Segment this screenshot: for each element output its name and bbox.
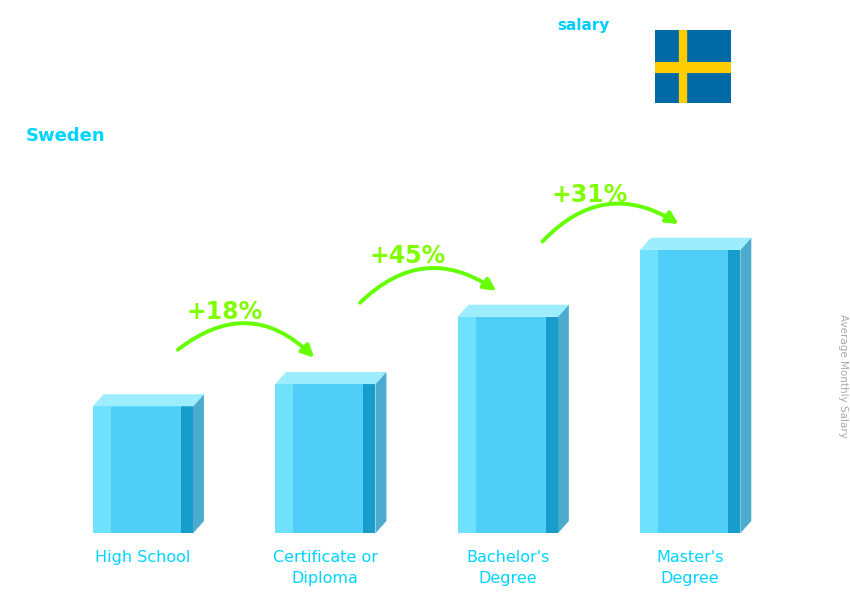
Bar [546, 317, 558, 533]
Text: explorer.com: explorer.com [620, 18, 731, 33]
Bar [457, 317, 476, 533]
Polygon shape [376, 372, 387, 533]
Polygon shape [93, 395, 204, 407]
Text: Head of Communications: Head of Communications [26, 73, 263, 92]
Bar [457, 317, 558, 533]
Bar [93, 407, 193, 533]
Bar [275, 384, 376, 533]
Text: 92,700 SEK: 92,700 SEK [656, 219, 735, 233]
Text: 48,800 SEK: 48,800 SEK [292, 353, 371, 367]
Polygon shape [193, 395, 204, 533]
Bar [728, 250, 740, 533]
Text: 70,800 SEK: 70,800 SEK [473, 286, 552, 300]
Text: +18%: +18% [187, 300, 263, 324]
Bar [93, 407, 111, 533]
Text: Salary Comparison By Education: Salary Comparison By Education [26, 18, 534, 46]
Text: +31%: +31% [552, 182, 628, 207]
Polygon shape [740, 238, 751, 533]
Polygon shape [275, 372, 387, 384]
Bar [640, 250, 658, 533]
Bar [275, 384, 293, 533]
Bar [640, 250, 740, 533]
Polygon shape [457, 305, 569, 317]
Polygon shape [558, 305, 569, 533]
Text: +45%: +45% [369, 244, 445, 268]
Bar [364, 384, 376, 533]
Bar [181, 407, 193, 533]
Text: salary: salary [557, 18, 609, 33]
Text: Sweden: Sweden [26, 127, 105, 145]
Text: Average Monthly Salary: Average Monthly Salary [838, 314, 848, 438]
Polygon shape [640, 238, 751, 250]
Text: 41,500 SEK: 41,500 SEK [109, 376, 188, 390]
